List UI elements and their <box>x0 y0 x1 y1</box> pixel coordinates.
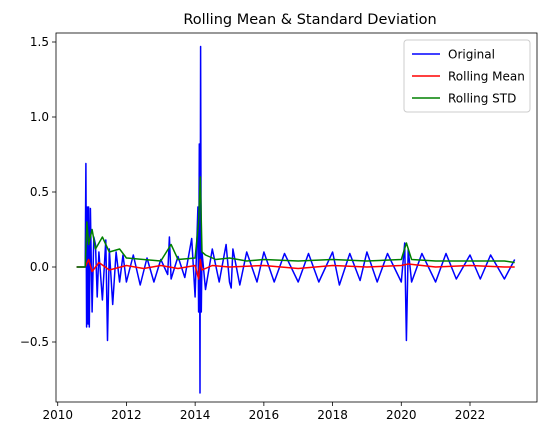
x-tick-label: 2022 <box>455 408 486 422</box>
y-tick-label: 1.5 <box>30 35 49 49</box>
plot-area <box>76 45 516 394</box>
y-tick-label: 0.5 <box>30 185 49 199</box>
legend-label: Rolling Mean <box>448 70 525 84</box>
chart-title: Rolling Mean & Standard Deviation <box>183 12 436 28</box>
x-tick-label: 2010 <box>42 408 73 422</box>
y-tick-label: −0.5 <box>20 335 49 349</box>
plot-frame <box>55 32 538 403</box>
series-line-rolling-mean <box>76 258 515 280</box>
y-tick-label: 0.0 <box>30 260 49 274</box>
axes: 2010 2012 2014 2016 2018 2020 2022 −0.5 0.0 0.5 1.… <box>20 32 538 422</box>
y-tick-label: 1.0 <box>30 110 49 124</box>
x-tick-label: 2014 <box>180 408 211 422</box>
series-line-original <box>76 45 516 394</box>
series-line-rolling-std <box>76 176 515 268</box>
legend-label: Rolling STD <box>448 92 516 106</box>
legend-label: Original <box>448 48 495 62</box>
x-tick-label: 2012 <box>111 408 142 422</box>
x-tick-label: 2016 <box>249 408 280 422</box>
x-tick-label: 2020 <box>386 408 417 422</box>
x-tick-label: 2018 <box>317 408 348 422</box>
legend-box <box>403 39 531 113</box>
legend: Original Rolling Mean Rolling STD <box>403 39 531 113</box>
